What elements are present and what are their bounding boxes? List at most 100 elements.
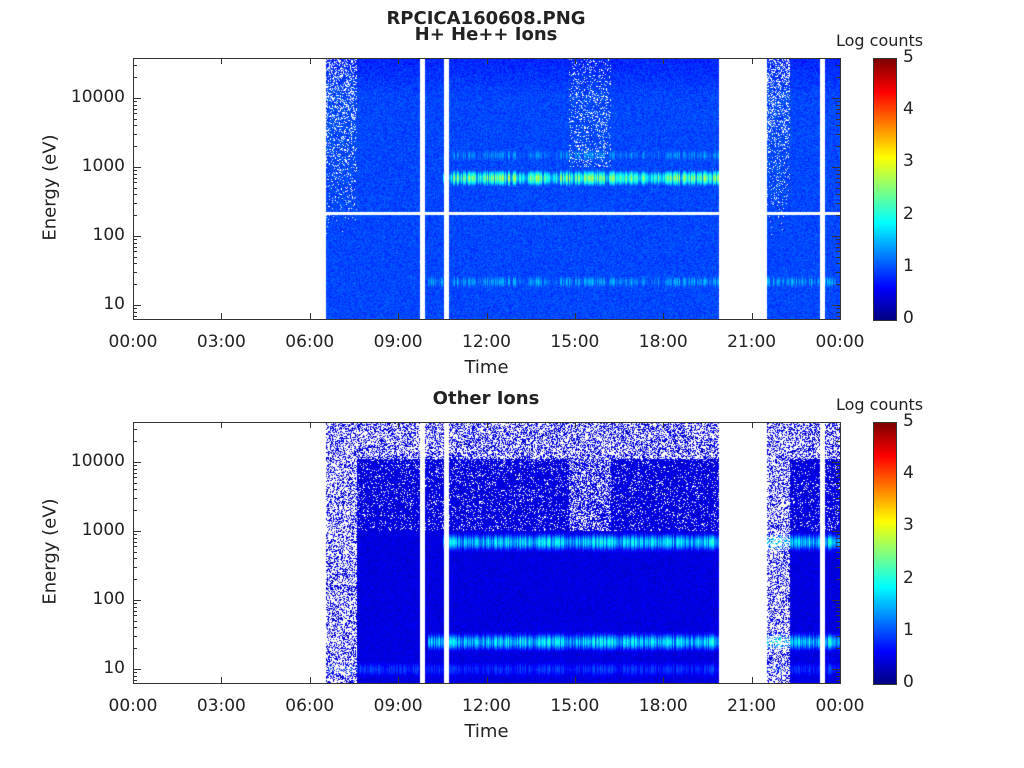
y-tick-mark xyxy=(836,606,840,608)
y-tick-mark xyxy=(133,603,137,605)
x-tick-mark xyxy=(398,58,400,64)
y-tick-mark xyxy=(832,669,840,670)
colorbar-tick-label: 5 xyxy=(903,411,914,431)
x-tick-mark xyxy=(221,313,223,319)
y-tick-mark xyxy=(133,648,137,650)
colorbar-label: Log counts xyxy=(836,31,924,50)
y-tick-mark xyxy=(133,272,137,274)
y-tick-mark xyxy=(836,429,840,431)
y-tick-mark xyxy=(836,239,840,241)
y-tick-mark xyxy=(133,551,137,553)
y-tick-mark xyxy=(133,531,141,532)
colorbar-tick-label: 1 xyxy=(903,619,914,640)
y-tick-mark xyxy=(836,65,840,67)
x-tick-label: 21:00 xyxy=(727,332,777,352)
y-tick-mark xyxy=(836,104,840,106)
y-tick-mark xyxy=(836,672,840,674)
x-axis-label: Time xyxy=(464,357,509,378)
y-tick-mark xyxy=(133,627,137,629)
y-tick-mark xyxy=(836,537,840,539)
y-tick-mark xyxy=(133,203,137,205)
x-tick-label: 12:00 xyxy=(462,696,511,716)
x-tick-mark xyxy=(133,422,134,428)
y-tick-mark xyxy=(836,477,840,479)
y-tick-mark xyxy=(133,215,137,217)
y-tick-mark xyxy=(133,636,137,638)
x-tick-mark xyxy=(221,422,223,428)
y-tick-mark xyxy=(133,113,137,115)
spectrogram-heatmap xyxy=(133,58,840,319)
y-tick-mark xyxy=(133,567,137,569)
y-tick-mark xyxy=(133,305,141,306)
y-tick-label: 10000 xyxy=(70,87,125,107)
y-tick-mark xyxy=(836,311,840,313)
y-tick-mark xyxy=(836,465,840,467)
panel-title: Other Ions xyxy=(432,388,540,409)
y-tick-mark xyxy=(133,118,137,120)
y-tick-mark xyxy=(836,620,840,622)
y-tick-mark xyxy=(836,113,840,115)
y-tick-mark xyxy=(836,187,840,189)
x-tick-mark xyxy=(398,422,400,428)
y-tick-mark xyxy=(133,263,137,265)
colorbar-tick-label: 3 xyxy=(903,151,914,172)
y-tick-mark xyxy=(832,600,840,601)
y-tick-mark xyxy=(133,472,137,474)
y-tick-mark xyxy=(133,65,137,67)
y-tick-mark xyxy=(133,600,141,601)
x-tick-mark xyxy=(751,58,753,64)
y-tick-label: 1000 xyxy=(81,520,125,540)
y-tick-mark xyxy=(836,627,840,629)
colorbar-tick-label: 0 xyxy=(903,672,914,692)
x-tick-mark xyxy=(574,58,576,64)
y-tick-mark xyxy=(836,108,840,110)
y-tick-mark xyxy=(836,146,840,148)
y-tick-mark xyxy=(133,134,137,136)
x-tick-label: 09:00 xyxy=(373,696,423,716)
x-tick-mark xyxy=(574,422,576,428)
y-tick-mark xyxy=(133,679,137,681)
x-tick-mark xyxy=(751,313,753,319)
spectrogram-heatmap xyxy=(133,422,840,683)
x-tick-label: 15:00 xyxy=(550,696,600,716)
y-tick-mark xyxy=(836,194,840,196)
y-tick-mark xyxy=(133,669,141,670)
y-tick-mark xyxy=(133,167,141,168)
y-tick-mark xyxy=(133,194,137,196)
y-tick-mark xyxy=(133,242,137,244)
x-tick-mark xyxy=(751,677,753,683)
y-tick-mark xyxy=(836,567,840,569)
y-tick-mark xyxy=(133,146,137,148)
y-tick-mark xyxy=(133,610,137,612)
x-tick-mark xyxy=(398,677,400,683)
y-tick-mark xyxy=(832,98,840,99)
y-tick-mark xyxy=(836,203,840,205)
y-tick-mark xyxy=(836,173,840,175)
colorbar-tick-label: 4 xyxy=(903,463,914,484)
y-tick-mark xyxy=(133,468,137,470)
y-tick-mark xyxy=(133,462,141,463)
x-tick-mark xyxy=(309,677,311,683)
y-tick-mark xyxy=(133,77,137,79)
x-tick-mark xyxy=(663,677,665,683)
y-tick-mark xyxy=(836,246,840,248)
y-tick-mark xyxy=(133,284,137,286)
y-tick-mark xyxy=(836,308,840,310)
y-tick-mark xyxy=(133,246,137,248)
figure-title: RPCICA160608.PNG xyxy=(386,8,586,29)
y-tick-mark xyxy=(133,182,137,184)
y-tick-mark xyxy=(133,308,137,310)
y-tick-mark xyxy=(836,534,840,536)
y-tick-mark xyxy=(836,251,840,253)
y-tick-mark xyxy=(133,537,137,539)
y-tick-mark xyxy=(836,441,840,443)
y-tick-mark xyxy=(836,101,840,103)
x-tick-label: 18:00 xyxy=(638,332,688,352)
y-tick-mark xyxy=(133,489,137,491)
y-tick-mark xyxy=(133,236,141,237)
y-tick-mark xyxy=(836,498,840,500)
y-tick-mark xyxy=(133,177,137,179)
y-tick-mark xyxy=(133,441,137,443)
x-tick-mark xyxy=(133,58,134,64)
y-tick-mark xyxy=(836,77,840,79)
